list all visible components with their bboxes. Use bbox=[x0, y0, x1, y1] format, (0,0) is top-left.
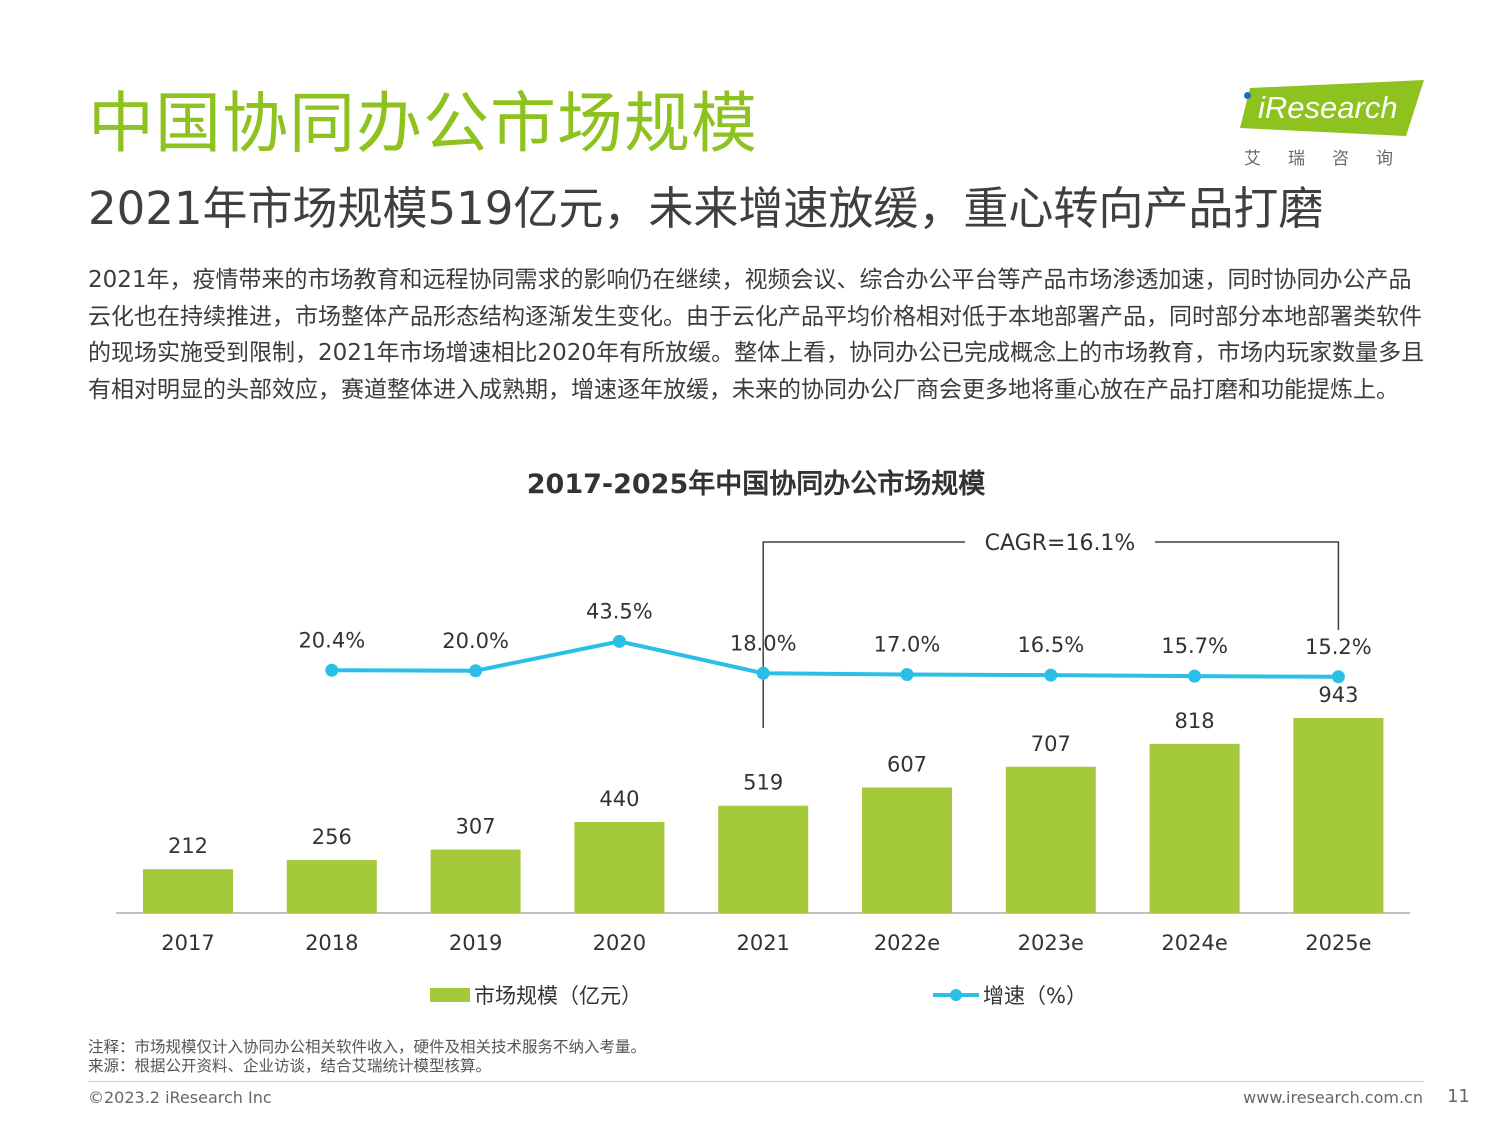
chart-title: 2017-2025年中国协同办公市场规模 bbox=[526, 469, 986, 500]
legend-label-market-size: 市场规模（亿元） bbox=[474, 984, 642, 1008]
market-size-chart: 212 2017 256 2018 307 2019 440 2020 519 2021 607 20… bbox=[116, 531, 1410, 955]
bar bbox=[430, 849, 521, 913]
cagr-bracket-right bbox=[1155, 541, 1340, 630]
growth-rate-label: 15.7% bbox=[1161, 634, 1228, 658]
bar bbox=[574, 822, 665, 913]
x-tick-label: 2023e bbox=[1018, 931, 1084, 955]
bar bbox=[718, 805, 809, 913]
growth-rate-label: 17.0% bbox=[874, 633, 941, 657]
notes-block: 注释：市场规模仅计入协同办公相关软件收入，硬件及相关技术服务不纳入考量。 来源：… bbox=[88, 1038, 646, 1076]
growth-rate-label: 15.2% bbox=[1305, 635, 1372, 659]
bar bbox=[1293, 718, 1384, 913]
logo-text: iResearch bbox=[1258, 90, 1398, 125]
bar-value-label: 519 bbox=[743, 771, 783, 795]
growth-rate-point bbox=[469, 664, 483, 678]
x-tick-label: 2019 bbox=[449, 931, 502, 955]
footer-divider bbox=[88, 1081, 1424, 1082]
growth-rate-point bbox=[900, 668, 914, 681]
x-tick-label: 2018 bbox=[305, 931, 358, 955]
x-tick-label: 2021 bbox=[736, 931, 789, 955]
growth-rate-label: 16.5% bbox=[1017, 633, 1084, 657]
growth-rate-point bbox=[756, 666, 770, 680]
page-subtitle: 2021年市场规模519亿元，未来增速放缓，重心转向产品打磨 bbox=[88, 182, 1324, 235]
growth-rate-label: 18.0% bbox=[730, 631, 797, 655]
logo-banner-icon bbox=[1240, 80, 1424, 136]
bar-value-label: 440 bbox=[599, 787, 639, 811]
bar-value-label: 707 bbox=[1031, 732, 1071, 756]
x-tick-label: 2024e bbox=[1161, 931, 1227, 955]
body-paragraph: 2021年，疫情带来的市场教育和远程协同需求的影响仍在继续，视频会议、综合办公平… bbox=[88, 267, 1425, 403]
cagr-bracket-left bbox=[762, 541, 965, 728]
logo-i-dot-icon bbox=[1244, 92, 1251, 99]
growth-rate-point bbox=[1331, 670, 1345, 684]
growth-rate-point bbox=[612, 634, 626, 648]
page-number: 11 bbox=[1447, 1086, 1470, 1107]
page-title: 中国协同办公市场规模 bbox=[88, 85, 758, 162]
cagr-label: CAGR=16.1% bbox=[985, 531, 1136, 556]
copyright-text: ©2023.2 iResearch Inc bbox=[88, 1088, 272, 1107]
x-tick-label: 2022e bbox=[874, 931, 940, 955]
bar bbox=[286, 860, 377, 913]
bar-value-label: 818 bbox=[1175, 709, 1215, 733]
bar bbox=[1149, 743, 1240, 913]
bar-value-label: 307 bbox=[456, 815, 496, 839]
bar-value-label: 256 bbox=[312, 825, 352, 849]
growth-rate-label: 20.4% bbox=[298, 628, 365, 652]
bar bbox=[1005, 766, 1096, 913]
growth-rate-point bbox=[1188, 669, 1202, 683]
bar-value-label: 607 bbox=[887, 752, 927, 776]
x-tick-label: 2025e bbox=[1305, 931, 1371, 955]
bar bbox=[862, 787, 952, 913]
legend-item-market-size: 市场规模（亿元） bbox=[430, 980, 642, 1010]
iresearch-logo: iResearch 艾瑞咨询 bbox=[1238, 78, 1428, 170]
growth-rate-point bbox=[325, 663, 339, 677]
bar bbox=[143, 869, 233, 913]
legend-line-swatch-icon bbox=[933, 989, 979, 1001]
bar-value-label: 943 bbox=[1318, 683, 1358, 707]
note-text: 注释：市场规模仅计入协同办公相关软件收入，硬件及相关技术服务不纳入考量。 bbox=[88, 1038, 647, 1056]
growth-rate-point bbox=[1044, 668, 1058, 682]
growth-rate-label: 20.0% bbox=[442, 629, 509, 653]
source-text: 来源：根据公开资料、企业访谈，结合艾瑞统计模型核算。 bbox=[88, 1057, 492, 1075]
x-tick-label: 2017 bbox=[161, 931, 214, 955]
bar-value-label: 212 bbox=[168, 834, 208, 858]
legend-label-growth-rate: 增速（%） bbox=[983, 984, 1087, 1008]
x-tick-label: 2020 bbox=[593, 931, 646, 955]
website-link[interactable]: www.iresearch.com.cn bbox=[1243, 1088, 1423, 1107]
legend-bar-swatch-icon bbox=[430, 988, 470, 1002]
logo-chinese-name: 艾瑞咨询 bbox=[1244, 149, 1420, 169]
growth-rate-line bbox=[331, 639, 1339, 679]
legend-item-growth-rate: 增速（%） bbox=[933, 980, 1087, 1010]
growth-rate-label: 43.5% bbox=[586, 599, 653, 623]
